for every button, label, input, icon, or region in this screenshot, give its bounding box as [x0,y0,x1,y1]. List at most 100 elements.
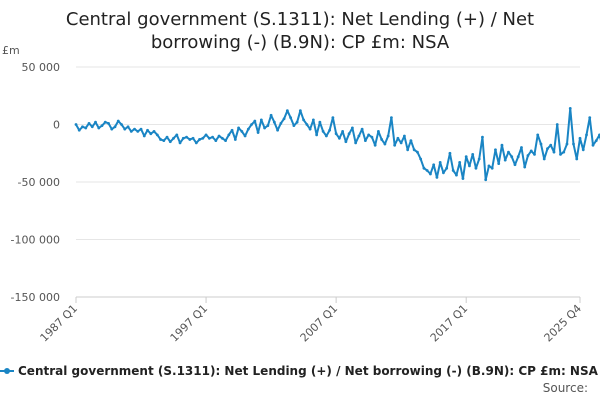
data-point[interactable] [279,121,283,125]
data-point[interactable] [481,135,484,139]
data-point[interactable] [318,120,322,124]
data-point[interactable] [477,157,481,161]
data-point[interactable] [97,126,101,130]
data-point[interactable] [350,126,354,130]
data-point[interactable] [468,164,471,168]
data-point[interactable] [442,171,445,175]
data-point[interactable] [103,120,107,124]
data-point[interactable] [321,130,325,133]
data-point[interactable] [471,153,475,156]
data-point[interactable] [289,116,293,119]
data-point[interactable] [233,138,237,141]
data-point[interactable] [198,138,201,141]
data-point[interactable] [516,155,520,159]
data-point[interactable] [568,107,572,110]
data-point[interactable] [90,125,94,129]
data-point[interactable] [123,127,127,131]
data-point[interactable] [155,133,159,137]
data-point[interactable] [526,154,530,157]
data-point[interactable] [152,130,156,133]
data-point[interactable] [581,148,585,152]
data-point[interactable] [181,136,185,140]
data-point[interactable] [347,132,351,136]
data-point[interactable] [412,148,416,152]
data-point[interactable] [250,123,253,126]
data-point[interactable] [357,134,361,138]
data-point[interactable] [81,125,84,129]
data-point[interactable] [455,173,458,177]
data-point[interactable] [191,136,195,140]
data-point[interactable] [207,136,211,140]
data-point[interactable] [230,128,234,132]
data-point[interactable] [503,158,507,162]
data-point[interactable] [559,153,562,156]
data-point[interactable] [363,139,367,143]
data-point[interactable] [298,109,302,113]
data-point[interactable] [214,139,218,143]
data-point[interactable] [311,118,315,122]
data-point[interactable] [243,134,247,138]
data-point[interactable] [100,124,104,128]
data-point[interactable] [263,126,266,130]
data-point[interactable] [429,172,432,176]
data-point[interactable] [542,157,546,161]
data-point[interactable] [292,124,296,128]
data-point[interactable] [416,150,419,154]
data-point[interactable] [337,136,341,140]
data-point[interactable] [585,133,588,137]
data-point[interactable] [276,128,279,132]
data-point[interactable] [507,150,510,154]
data-point[interactable] [490,166,494,170]
data-point[interactable] [383,142,387,146]
data-point[interactable] [126,125,130,129]
data-point[interactable] [133,127,136,131]
data-point[interactable] [185,135,188,139]
data-point[interactable] [159,138,162,141]
data-point[interactable] [380,138,384,141]
data-point[interactable] [282,117,286,121]
data-point[interactable] [367,133,371,137]
data-point[interactable] [448,151,452,155]
data-point[interactable] [484,178,488,182]
data-point[interactable] [165,135,169,139]
data-point[interactable] [370,135,374,139]
data-point[interactable] [533,153,536,156]
data-point[interactable] [520,146,523,149]
data-point[interactable] [168,140,172,144]
data-point[interactable] [578,136,582,140]
data-point[interactable] [360,127,364,131]
data-point[interactable] [139,127,143,131]
data-point[interactable] [285,109,289,113]
data-point[interactable] [497,162,501,166]
data-point[interactable] [451,169,455,172]
data-point[interactable] [331,116,335,119]
data-point[interactable] [419,157,423,161]
data-point[interactable] [445,166,449,170]
data-point[interactable] [406,148,410,152]
data-point[interactable] [315,133,319,137]
data-point[interactable] [390,116,393,119]
data-point[interactable] [302,118,306,122]
data-point[interactable] [403,134,406,138]
data-point[interactable] [149,132,153,136]
data-point[interactable] [266,124,270,128]
data-point[interactable] [136,130,140,133]
data-point[interactable] [500,143,504,147]
data-point[interactable] [259,118,263,122]
data-point[interactable] [305,123,309,126]
data-point[interactable] [513,163,517,167]
data-point[interactable] [572,142,575,146]
data-point[interactable] [458,161,462,164]
data-point[interactable] [253,119,257,123]
data-point[interactable] [425,169,429,172]
data-point[interactable] [588,116,592,119]
data-point[interactable] [393,143,397,147]
data-point[interactable] [308,127,312,131]
data-point[interactable] [240,130,244,133]
data-point[interactable] [549,143,553,147]
data-point[interactable] [494,148,497,152]
data-point[interactable] [575,157,579,161]
data-point[interactable] [562,150,566,154]
data-point[interactable] [172,136,175,140]
data-point[interactable] [552,150,556,154]
